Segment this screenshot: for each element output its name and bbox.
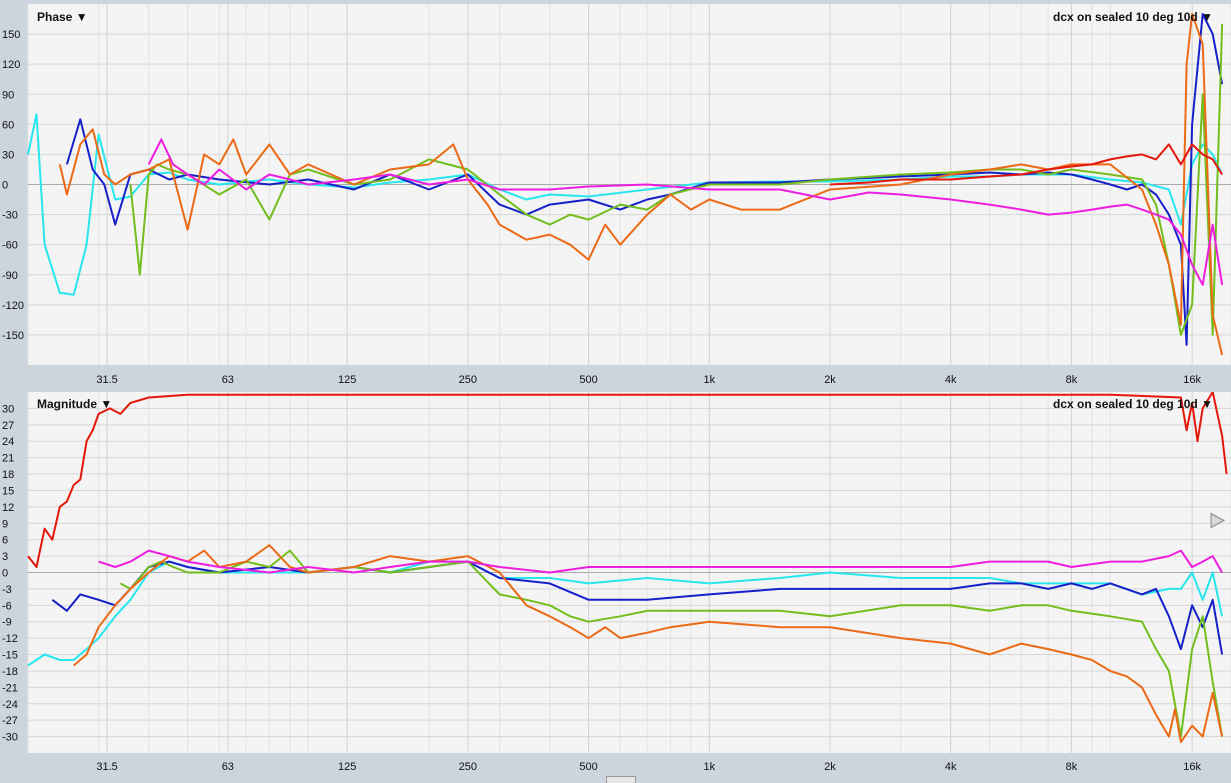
magnitude-series-magenta	[98, 549, 1223, 574]
magnitude-x-tick-label: 4k	[945, 761, 957, 773]
magnitude-y-tick-label: -21	[2, 682, 18, 694]
level-marker-icon[interactable]	[1210, 512, 1226, 529]
phase-x-tick-label: 31.5	[96, 374, 117, 386]
magnitude-y-tick-label: 0	[2, 568, 8, 580]
magnitude-y-tick-label: 27	[2, 420, 14, 432]
magnitude-y-tick-label: 3	[2, 551, 8, 563]
triangle-down-icon: ▼	[1201, 10, 1213, 24]
magnitude-y-tick-label: 30	[2, 403, 14, 415]
magnitude-title: Magnitude	[37, 397, 97, 411]
magnitude-minor-grid	[27, 392, 1231, 753]
phase-title-dropdown[interactable]: Phase ▼	[37, 10, 88, 24]
phase-series-group	[27, 13, 1224, 356]
magnitude-chart: 302724211815129630-3-6-9-12-15-18-21-24-…	[2, 392, 1231, 773]
magnitude-y-tick-label: 12	[2, 502, 14, 514]
magnitude-x-tick-label: 63	[222, 761, 234, 773]
phase-context-dropdown[interactable]: dcx on sealed 10 deg 10d ▼	[1053, 10, 1213, 24]
phase-y-tick-label: -90	[2, 270, 18, 282]
magnitude-series-orange	[73, 544, 1224, 744]
magnitude-x-tick-label: 1k	[703, 761, 715, 773]
magnitude-y-tick-label: -18	[2, 666, 18, 678]
magnitude-y-tick-label: 9	[2, 518, 8, 530]
phase-series-cyan	[27, 113, 1224, 296]
phase-x-tick-label: 63	[222, 374, 234, 386]
phase-y-tick-label: 0	[2, 180, 8, 192]
magnitude-series-red	[27, 392, 1228, 568]
magnitude-x-tick-label: 8k	[1066, 761, 1078, 773]
panel-resize-tab[interactable]	[606, 776, 636, 783]
magnitude-series-blue	[51, 560, 1224, 655]
phase-x-tick-label: 8k	[1066, 374, 1078, 386]
magnitude-y-tick-label: -27	[2, 715, 18, 727]
magnitude-series-green	[119, 549, 1224, 738]
phase-x-tick-label: 1k	[703, 374, 715, 386]
phase-chart: 150 120 90 60 30 0 -30 -60 -90 -120 -150 31.5 63 125 2…	[2, 4, 1231, 386]
phase-series-magenta	[147, 138, 1224, 286]
magnitude-y-tick-label: -3	[2, 584, 12, 596]
magnitude-y-tick-label: 24	[2, 436, 14, 448]
triangle-down-icon: ▼	[100, 397, 113, 411]
phase-y-tick-label: 150	[2, 29, 20, 41]
magnitude-x-tick-label: 2k	[824, 761, 836, 773]
phase-x-tick-label: 500	[579, 374, 597, 386]
magnitude-x-tick-label: 16k	[1183, 761, 1201, 773]
phase-series-blue	[65, 13, 1224, 346]
magnitude-title-dropdown[interactable]: Magnitude ▼	[37, 397, 112, 411]
phase-y-tick-label: -30	[2, 210, 18, 222]
magnitude-x-tick-label: 31.5	[96, 761, 117, 773]
triangle-down-icon: ▼	[75, 10, 88, 24]
magnitude-context-label: dcx on sealed 10 deg 10d	[1053, 397, 1198, 411]
phase-x-tick-label: 125	[338, 374, 356, 386]
magnitude-y-tick-label: 18	[2, 469, 14, 481]
magnitude-y-tick-label: -30	[2, 732, 18, 744]
phase-chart-panel: 150 120 90 60 30 0 -30 -60 -90 -120 -150 31.5 63 125 2…	[2, 4, 1231, 386]
magnitude-context-dropdown[interactable]: dcx on sealed 10 deg 10d ▼	[1053, 397, 1213, 411]
magnitude-y-tick-label: -15	[2, 650, 18, 662]
phase-y-tick-label: -150	[2, 330, 24, 342]
phase-series-orange	[58, 13, 1224, 356]
phase-y-tick-label: 30	[2, 149, 14, 161]
phase-y-tick-label: -120	[2, 300, 24, 312]
magnitude-y-tick-label: -12	[2, 633, 18, 645]
magnitude-y-tick-label: 15	[2, 485, 14, 497]
magnitude-y-tick-label: -9	[2, 617, 12, 629]
phase-series-red	[829, 143, 1223, 186]
phase-context-label: dcx on sealed 10 deg 10d	[1053, 10, 1198, 24]
triangle-down-icon: ▼	[1201, 397, 1213, 411]
magnitude-y-tick-label: -24	[2, 699, 18, 711]
magnitude-y-tick-label: -6	[2, 600, 12, 612]
phase-x-tick-label: 16k	[1183, 374, 1201, 386]
phase-y-tick-label: 120	[2, 59, 20, 71]
phase-y-tick-label: 60	[2, 119, 14, 131]
phase-series-green	[129, 24, 1224, 336]
magnitude-y-tick-label: 6	[2, 535, 8, 547]
magnitude-x-tick-label: 250	[459, 761, 477, 773]
magnitude-x-tick-label: 500	[579, 761, 597, 773]
phase-x-tick-label: 250	[459, 374, 477, 386]
magnitude-series-group	[27, 392, 1228, 744]
magnitude-y-tick-label: 21	[2, 453, 14, 465]
magnitude-x-tick-label: 125	[338, 761, 356, 773]
magnitude-chart-panel: 30 27 24 21 18 15 12 9 6 3 0 -3 -6 -9 -12 -15 -18 -21 -24-…	[0, 392, 1231, 781]
phase-title: Phase	[37, 10, 73, 24]
phase-y-tick-label: 90	[2, 89, 14, 101]
phase-y-tick-label: -60	[2, 240, 18, 252]
phase-x-tick-label: 4k	[945, 374, 957, 386]
phase-x-tick-label: 2k	[824, 374, 836, 386]
